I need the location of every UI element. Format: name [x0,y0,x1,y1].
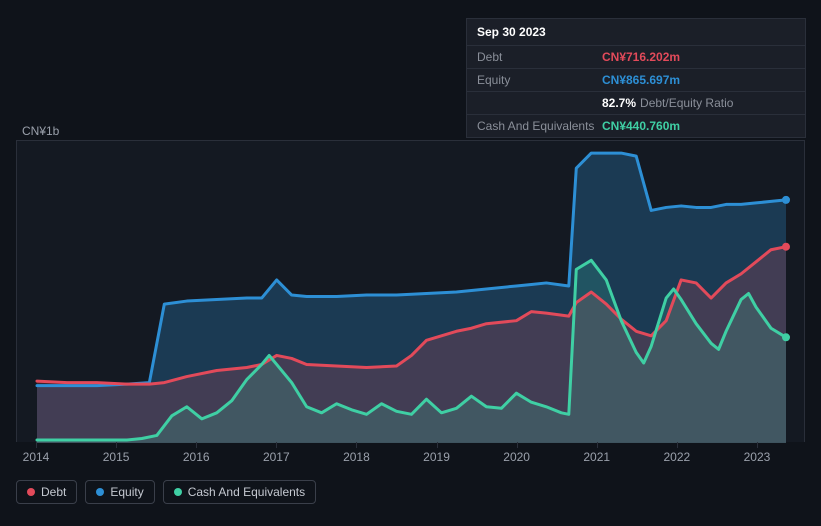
legend-item-cash-and-equivalents[interactable]: Cash And Equivalents [163,480,316,504]
end-marker-cash-and-equivalents [782,333,790,341]
tooltip-row: EquityCN¥865.697m [467,69,805,92]
tooltip-row-suffix: Debt/Equity Ratio [640,96,733,110]
x-tick-line [116,442,117,448]
x-tick-label: 2021 [583,450,610,464]
x-tick-label: 2017 [263,450,290,464]
tooltip-row-label [477,96,602,110]
x-tick-line [356,442,357,448]
legend-dot-icon [27,488,35,496]
tooltip-row-value: CN¥440.760m [602,119,680,133]
x-tick-line [36,442,37,448]
x-tick-line [757,442,758,448]
x-tick-label: 2022 [663,450,690,464]
legend-dot-icon [96,488,104,496]
chart-plot-area[interactable] [16,140,805,442]
legend-dot-icon [174,488,182,496]
x-tick-label: 2015 [103,450,130,464]
x-axis: 2014 2015 2016 2017 2018 2019 2020 2021 2022 2023 [16,442,805,462]
legend-item-equity[interactable]: Equity [85,480,154,504]
x-tick-label: 2016 [183,450,210,464]
x-tick-line [437,442,438,448]
x-tick-line [196,442,197,448]
x-tick-label: 2018 [343,450,370,464]
end-marker-equity [782,196,790,204]
legend-label: Debt [41,485,66,499]
tooltip-row-label: Debt [477,50,602,64]
x-tick-label: 2019 [423,450,450,464]
x-tick-line [517,442,518,448]
tooltip-date: Sep 30 2023 [467,19,805,46]
legend: Debt Equity Cash And Equivalents [16,480,316,504]
x-tick-label: 2020 [503,450,530,464]
tooltip-row-label: Equity [477,73,602,87]
tooltip-row-value: CN¥716.202m [602,50,680,64]
legend-item-debt[interactable]: Debt [16,480,77,504]
y-axis-label-max: CN¥1b [22,124,59,138]
tooltip-row: Cash And EquivalentsCN¥440.760m [467,115,805,137]
legend-label: Equity [110,485,143,499]
end-marker-debt [782,243,790,251]
tooltip-row-value: CN¥865.697m [602,73,680,87]
tooltip-row-value: 82.7%Debt/Equity Ratio [602,96,733,110]
tooltip-panel: Sep 30 2023 DebtCN¥716.202mEquityCN¥865.… [466,18,806,138]
tooltip-row: DebtCN¥716.202m [467,46,805,69]
x-tick-line [677,442,678,448]
x-tick-line [597,442,598,448]
x-tick-line [276,442,277,448]
legend-label: Cash And Equivalents [188,485,305,499]
tooltip-row-label: Cash And Equivalents [477,119,602,133]
x-tick-label: 2014 [23,450,50,464]
x-tick-label: 2023 [744,450,771,464]
tooltip-row: 82.7%Debt/Equity Ratio [467,92,805,115]
